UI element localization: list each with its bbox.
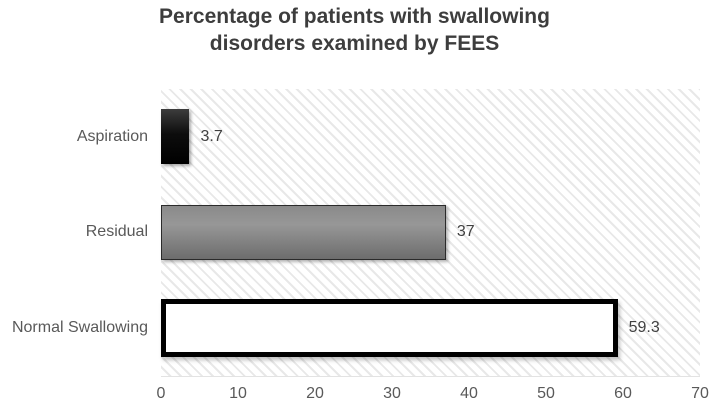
bar-row-residual: 37	[161, 185, 700, 281]
value-label-normal-swallowing: 59.3	[628, 319, 660, 337]
x-tick-60: 60	[614, 385, 632, 402]
x-tick-20: 20	[306, 385, 324, 402]
bar-residual	[161, 204, 446, 260]
category-label-aspiration: Aspiration	[76, 127, 148, 145]
chart-title: Percentage of patients with swallowing d…	[0, 3, 709, 57]
category-label-residual: Residual	[85, 223, 148, 241]
chart-title-line-2: disorders examined by FEES	[209, 32, 500, 55]
x-tick-50: 50	[537, 385, 555, 402]
bar-normal-swallowing	[161, 299, 618, 358]
x-tick-40: 40	[460, 385, 478, 402]
category-label-normal-swallowing: Normal Swallowing	[11, 319, 148, 337]
x-tick-0: 0	[156, 385, 166, 402]
bar-row-aspiration: 3.7	[161, 89, 700, 185]
x-tick-70: 70	[691, 385, 709, 402]
x-tick-10: 10	[229, 385, 247, 402]
x-axis: 0 10 20 30 40 50 60 70	[157, 385, 709, 405]
x-tick-30: 30	[383, 385, 401, 402]
value-label-residual: 37	[456, 223, 475, 241]
bar-aspiration	[161, 109, 190, 165]
bar-row-normal-swallowing: 59.3	[161, 280, 700, 376]
category-axis-labels: Aspiration Residual Normal Swallowing	[0, 89, 148, 376]
chart-title-line-1: Percentage of patients with swallowing	[159, 5, 550, 28]
value-label-aspiration: 3.7	[200, 127, 223, 145]
plot-area: 3.7 37 59.3	[161, 89, 700, 377]
